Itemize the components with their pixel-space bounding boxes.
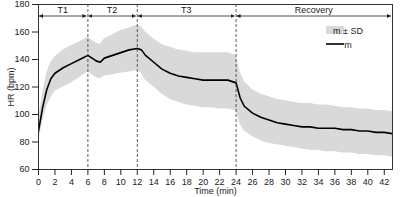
svg-text:14: 14 [149, 177, 159, 187]
svg-text:0: 0 [36, 177, 41, 187]
svg-text:22: 22 [214, 176, 225, 187]
svg-text:80: 80 [19, 137, 29, 147]
svg-text:26: 26 [248, 177, 258, 187]
svg-text:8: 8 [102, 177, 107, 187]
svg-text:m: m [344, 40, 352, 50]
svg-text:34: 34 [313, 177, 323, 187]
svg-text:38: 38 [346, 177, 356, 187]
svg-text:160: 160 [14, 27, 29, 37]
svg-text:20: 20 [198, 176, 209, 187]
svg-text:18: 18 [182, 177, 192, 187]
svg-text:32: 32 [297, 177, 307, 187]
svg-text:24: 24 [231, 176, 242, 187]
svg-text:10: 10 [116, 177, 126, 187]
svg-text:6: 6 [85, 177, 90, 187]
svg-text:42: 42 [379, 177, 389, 187]
svg-text:100: 100 [14, 109, 29, 119]
svg-text:m ± SD: m ± SD [333, 26, 363, 36]
svg-text:16: 16 [165, 177, 175, 187]
svg-text:140: 140 [14, 54, 29, 64]
svg-text:30: 30 [280, 177, 290, 187]
svg-text:T2: T2 [107, 5, 118, 15]
svg-text:T3: T3 [181, 5, 192, 15]
svg-text:T1: T1 [57, 5, 68, 15]
svg-text:28: 28 [264, 177, 274, 187]
svg-text:Time (min): Time (min) [194, 186, 237, 196]
svg-text:180: 180 [14, 0, 29, 9]
svg-text:60: 60 [19, 164, 29, 174]
svg-text:HR (bpm): HR (bpm) [6, 67, 16, 106]
svg-text:40: 40 [363, 177, 373, 187]
svg-text:2: 2 [52, 177, 57, 187]
svg-text:Recovery: Recovery [295, 5, 334, 15]
svg-text:12: 12 [132, 177, 142, 187]
svg-text:4: 4 [69, 177, 74, 187]
svg-text:120: 120 [14, 82, 29, 92]
svg-text:36: 36 [330, 177, 340, 187]
